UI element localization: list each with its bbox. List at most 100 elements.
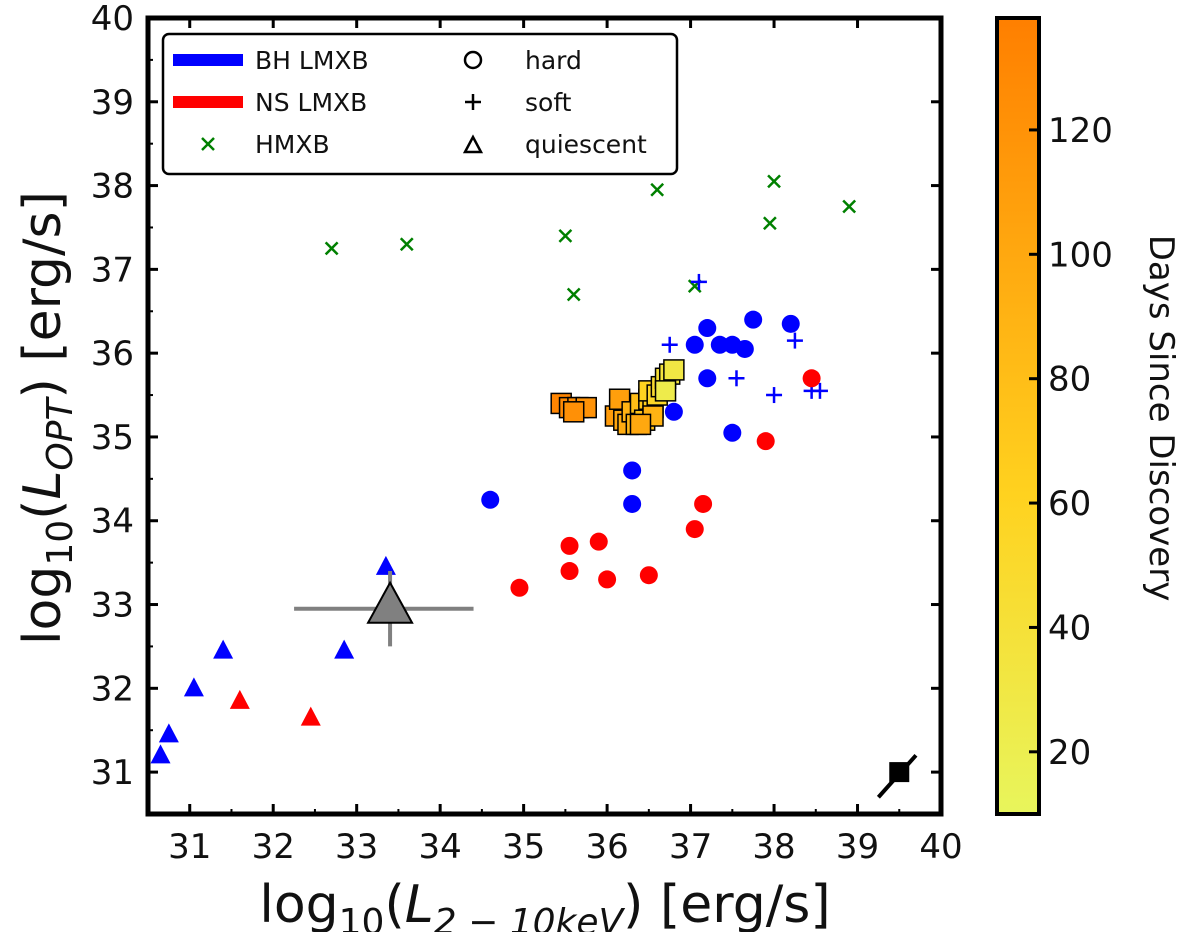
hmxb-x-point bbox=[650, 182, 665, 197]
bh-lmxb-hard-point bbox=[723, 423, 742, 442]
bh-lmxb-quiescent-point bbox=[158, 723, 179, 743]
hmxb-x-point bbox=[558, 228, 573, 243]
plot-area: 31 32 33 34 35 36 37 38 39 40 31 32 33 34 35 36 37 38 39 40 bbox=[91, 0, 963, 867]
plot-frame bbox=[145, 15, 944, 817]
x-tick-label: 40 bbox=[919, 827, 962, 867]
bh-lmxb-soft-point bbox=[661, 336, 678, 353]
bh-lmxb-hard-point bbox=[698, 369, 717, 388]
legend-box bbox=[161, 32, 679, 176]
ns-lmxb-hard-point bbox=[694, 494, 713, 513]
ns-lmxb-hard-point bbox=[560, 536, 579, 555]
hmxb-x-point bbox=[399, 237, 414, 252]
bh-lmxb-soft-point bbox=[690, 273, 707, 290]
bh-lmxb-soft-point bbox=[786, 332, 803, 349]
ns-lmxb-hard-point bbox=[510, 578, 529, 597]
hmxb-x-point bbox=[324, 241, 339, 256]
bh-lmxb-hard-point bbox=[735, 339, 754, 358]
colorbar-tick-label: 100 bbox=[1048, 235, 1113, 275]
hmxb-x-point-stroke bbox=[324, 241, 339, 256]
colorbar-gradient bbox=[995, 16, 1041, 816]
legend-swatch bbox=[465, 94, 481, 110]
colorbar-label: Days Since Discovery bbox=[1141, 235, 1181, 602]
y-axis-label: log10(LOPT) [erg/s] bbox=[13, 191, 81, 645]
bh-lmxb-quiescent-point bbox=[183, 677, 204, 697]
monitoring-square bbox=[562, 401, 585, 423]
y-tick-label: 40 bbox=[91, 0, 134, 39]
bh-lmxb-soft-point bbox=[728, 370, 745, 387]
y-tick-label: 37 bbox=[91, 250, 134, 290]
axis-label-var: L bbox=[13, 471, 73, 500]
y-tick-label: 35 bbox=[91, 418, 134, 458]
x-tick-label: 33 bbox=[335, 827, 378, 867]
hmxb-x-point bbox=[842, 199, 857, 214]
colorbar-tick-label: 120 bbox=[1048, 111, 1113, 151]
y-tick-label: 39 bbox=[91, 83, 134, 123]
legend-swatch bbox=[462, 134, 484, 154]
ns-lmxb-hard-point bbox=[598, 570, 617, 589]
ns-lmxb-hard-point bbox=[560, 562, 579, 581]
colorbar-tick-label: 20 bbox=[1048, 733, 1091, 773]
ns-lmxb-quiescent-point bbox=[300, 706, 321, 726]
legend-label: quiescent bbox=[525, 130, 647, 159]
colorbar-tick-label: 80 bbox=[1048, 360, 1091, 400]
bh-lmxb-hard-point bbox=[481, 490, 500, 509]
bh-lmxb-quiescent-point bbox=[375, 555, 396, 575]
bh-lmxb-hard-point bbox=[685, 335, 704, 354]
x-axis-label: log10(L2 − 10keV) [erg/s] bbox=[259, 875, 830, 932]
x-tick-label: 31 bbox=[168, 827, 211, 867]
bh-lmxb-hard-point bbox=[710, 335, 729, 354]
hmxb-x-point-stroke bbox=[762, 216, 777, 231]
axis-label-sub: 10 bbox=[40, 520, 81, 566]
bh-lmxb-soft-point bbox=[811, 382, 828, 399]
x-tick-label: 35 bbox=[502, 827, 545, 867]
x-tick-label: 38 bbox=[752, 827, 795, 867]
bh-lmxb-quiescent-point bbox=[150, 744, 171, 764]
legend-label: hard bbox=[525, 46, 582, 75]
legend: BH LMXB NS LMXB HMXB hard soft quiescent bbox=[161, 32, 679, 176]
legend-label: soft bbox=[525, 88, 572, 117]
bh-lmxb-hard-point bbox=[744, 310, 763, 329]
legend-swatch bbox=[201, 137, 215, 151]
ns-lmxb-hard-point bbox=[756, 432, 775, 451]
y-tick-label: 36 bbox=[91, 334, 134, 374]
y-tick-label: 34 bbox=[91, 502, 134, 542]
bh-lmxb-hard-point bbox=[623, 461, 642, 480]
bh-lmxb-quiescent-point bbox=[213, 639, 234, 659]
reference-square bbox=[889, 762, 910, 783]
axis-label-sub: 10 bbox=[339, 902, 385, 932]
x-tick-label: 34 bbox=[419, 827, 462, 867]
bh-lmxb-hard-point bbox=[664, 402, 683, 421]
legend-label: HMXB bbox=[255, 130, 330, 159]
bh-lmxb-soft-point bbox=[766, 387, 783, 404]
hmxb-x-point-stroke bbox=[399, 237, 414, 252]
hmxb-x-point bbox=[762, 216, 777, 231]
legend-swatch-stroke bbox=[201, 137, 215, 151]
colorbar-tick-label: 60 bbox=[1048, 484, 1091, 524]
bh-lmxb-hard-point bbox=[698, 319, 717, 338]
axis-label-func: log bbox=[13, 566, 73, 645]
hmxb-x-point-stroke bbox=[566, 287, 581, 302]
axis-label-varsub: 2 − 10keV bbox=[434, 902, 626, 932]
hmxb-x-point-stroke bbox=[650, 182, 665, 197]
axis-label-func: log bbox=[259, 875, 338, 932]
hmxb-x-point-stroke bbox=[842, 199, 857, 214]
ns-lmxb-quiescent-point bbox=[229, 689, 250, 709]
legend-swatch bbox=[463, 50, 483, 70]
legend-label: BH LMXB bbox=[255, 46, 369, 75]
monitoring-square bbox=[663, 359, 685, 381]
y-tick-label: 31 bbox=[91, 753, 134, 793]
y-tick-label: 32 bbox=[91, 669, 134, 709]
hmxb-x-point bbox=[566, 287, 581, 302]
axis-label-unit: ) [erg/s] bbox=[13, 191, 73, 398]
monitoring-square bbox=[629, 413, 652, 436]
ns-lmxb-hard-point bbox=[802, 369, 821, 388]
ns-lmxb-hard-point bbox=[639, 566, 658, 585]
axis-label-unit: ) [erg/s] bbox=[623, 875, 830, 932]
x-tick-label: 39 bbox=[836, 827, 879, 867]
hmxb-x-point-stroke bbox=[767, 174, 781, 189]
legend-label: NS LMXB bbox=[255, 88, 367, 117]
monitoring-square bbox=[654, 380, 677, 402]
bh-lmxb-hard-point bbox=[623, 494, 642, 513]
axis-label-varsub: OPT bbox=[40, 396, 81, 471]
